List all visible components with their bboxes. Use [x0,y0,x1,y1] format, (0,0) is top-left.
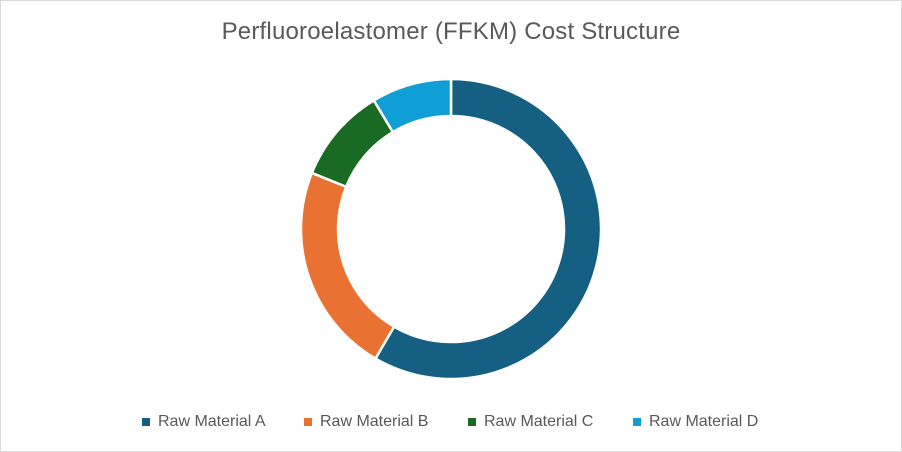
legend-marker-icon [304,418,312,426]
doughnut-segment-raw-material-a[interactable] [373,77,603,381]
legend-item-raw-material-d[interactable]: Raw Material D [633,410,758,434]
legend-label: Raw Material D [649,413,759,430]
doughnut-segment-raw-material-d[interactable] [372,77,453,134]
legend-marker-icon [633,418,641,426]
legend-label: Raw Material B [320,413,429,430]
legend-label: Raw Material A [158,413,266,430]
legend-marker-icon [468,418,476,426]
legend-item-raw-material-b[interactable]: Raw Material B [304,410,428,434]
chart-title: Perfluoroelastomer (FFKM) Cost Structure [221,18,681,45]
legend-marker-icon [142,418,150,426]
legend-item-raw-material-c[interactable]: Raw Material C [468,410,593,434]
chart-legend: Raw Material A Raw Material B Raw Materi… [0,410,902,434]
legend-item-raw-material-a[interactable]: Raw Material A [142,410,266,434]
doughnut-segment-raw-material-b[interactable] [299,171,396,361]
legend-label: Raw Material C [484,413,594,430]
